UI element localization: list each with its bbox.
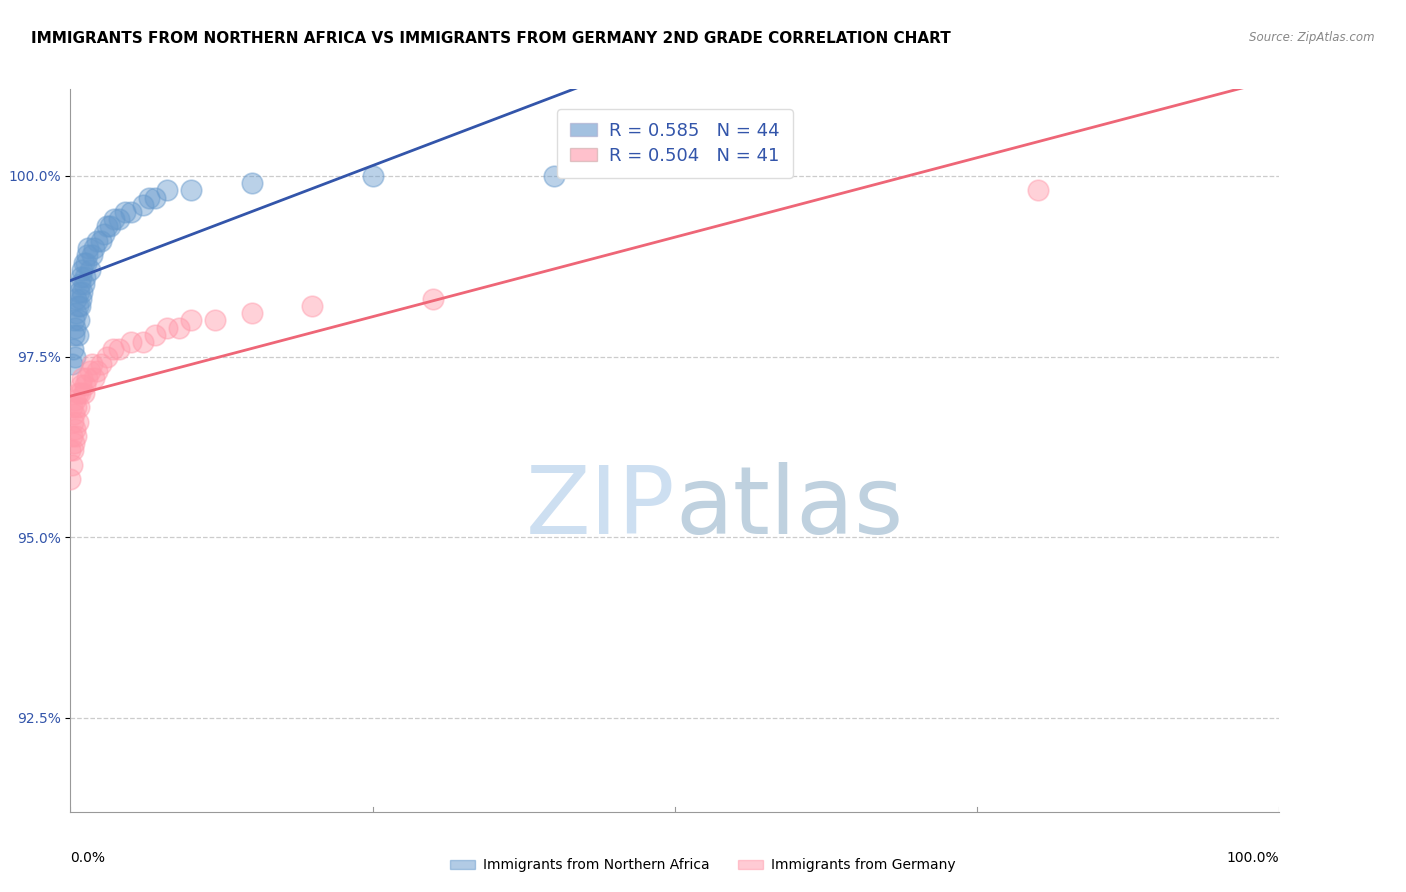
- Point: [120, 205, 142, 219]
- Point: [65, 292, 87, 306]
- Point: [70, 270, 93, 285]
- Point: [75, 255, 97, 269]
- Point: [543, 169, 565, 183]
- Point: [132, 198, 155, 212]
- Point: [67, 313, 90, 327]
- Point: [59, 472, 82, 486]
- Point: [63, 320, 86, 334]
- Point: [103, 212, 125, 227]
- Point: [101, 343, 124, 357]
- Point: [73, 270, 96, 285]
- Point: [62, 415, 84, 429]
- Legend: R = 0.585   N = 44, R = 0.504   N = 41: R = 0.585 N = 44, R = 0.504 N = 41: [557, 109, 793, 178]
- Point: [70, 378, 93, 392]
- Point: [422, 292, 444, 306]
- Point: [107, 212, 129, 227]
- Point: [60, 429, 83, 443]
- Point: [120, 335, 142, 350]
- Point: [66, 385, 89, 400]
- Point: [67, 285, 90, 299]
- Point: [80, 357, 103, 371]
- Point: [90, 357, 111, 371]
- Point: [132, 335, 155, 350]
- Point: [72, 263, 94, 277]
- Point: [62, 443, 84, 458]
- Point: [69, 277, 91, 292]
- Point: [86, 364, 108, 378]
- Point: [63, 327, 86, 342]
- Point: [98, 219, 121, 234]
- Point: [63, 313, 86, 327]
- Point: [143, 191, 166, 205]
- Point: [69, 299, 91, 313]
- Point: [76, 371, 98, 385]
- Point: [180, 313, 202, 327]
- Point: [63, 408, 86, 422]
- Point: [83, 241, 105, 255]
- Text: atlas: atlas: [675, 462, 903, 554]
- Point: [73, 378, 96, 392]
- Point: [60, 458, 83, 472]
- Point: [79, 263, 101, 277]
- Point: [67, 400, 90, 414]
- Point: [69, 385, 91, 400]
- Point: [156, 320, 179, 334]
- Point: [80, 248, 103, 262]
- Point: [301, 299, 323, 313]
- Point: [60, 400, 83, 414]
- Point: [79, 364, 101, 378]
- Point: [72, 277, 94, 292]
- Point: [66, 299, 89, 313]
- Point: [156, 183, 179, 197]
- Point: [65, 429, 87, 443]
- Point: [65, 306, 87, 320]
- Point: [70, 292, 93, 306]
- Point: [114, 205, 136, 219]
- Point: [72, 385, 94, 400]
- Point: [60, 357, 83, 371]
- Point: [96, 350, 118, 364]
- Point: [62, 343, 84, 357]
- Text: 0.0%: 0.0%: [70, 852, 105, 865]
- Point: [96, 219, 118, 234]
- Point: [240, 176, 263, 190]
- Point: [107, 343, 129, 357]
- Point: [90, 234, 111, 248]
- Point: [63, 350, 86, 364]
- Point: [204, 313, 226, 327]
- Point: [63, 392, 86, 407]
- Point: [77, 241, 100, 255]
- Text: Source: ZipAtlas.com: Source: ZipAtlas.com: [1250, 31, 1375, 45]
- Point: [180, 183, 202, 197]
- Point: [361, 169, 384, 183]
- Point: [240, 306, 263, 320]
- Point: [83, 371, 105, 385]
- Point: [66, 415, 89, 429]
- Point: [138, 191, 160, 205]
- Point: [72, 371, 94, 385]
- Point: [86, 234, 108, 248]
- Text: IMMIGRANTS FROM NORTHERN AFRICA VS IMMIGRANTS FROM GERMANY 2ND GRADE CORRELATION: IMMIGRANTS FROM NORTHERN AFRICA VS IMMIG…: [31, 31, 950, 46]
- Point: [167, 320, 190, 334]
- Point: [72, 255, 94, 269]
- Point: [93, 227, 115, 241]
- Point: [63, 436, 86, 450]
- Point: [59, 443, 82, 458]
- Point: [63, 422, 86, 436]
- Text: ZIP: ZIP: [526, 462, 675, 554]
- Legend: Immigrants from Northern Africa, Immigrants from Germany: Immigrants from Northern Africa, Immigra…: [444, 853, 962, 878]
- Point: [65, 400, 87, 414]
- Point: [76, 248, 98, 262]
- Text: 100.0%: 100.0%: [1227, 852, 1279, 865]
- Point: [66, 327, 89, 342]
- Point: [72, 285, 94, 299]
- Point: [143, 327, 166, 342]
- Point: [1026, 183, 1049, 197]
